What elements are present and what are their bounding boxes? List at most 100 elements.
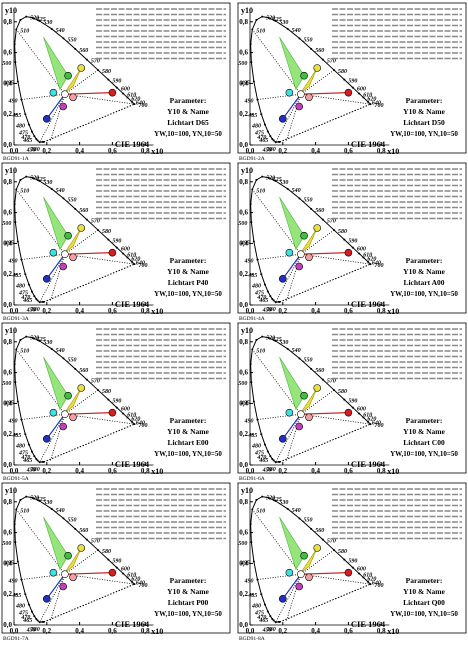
y-tick-label: 0,8 <box>239 18 248 26</box>
purple-line <box>279 583 371 623</box>
purple-line <box>279 263 371 303</box>
panel-frame <box>237 2 467 154</box>
locus-dot <box>20 578 23 581</box>
color-marker <box>300 551 308 560</box>
x-tick-label: 0,8 <box>141 147 150 155</box>
x-tick-label: 0,8 <box>377 307 386 315</box>
wavelength-label: 620 <box>367 257 376 263</box>
x-tick-label: 0,2 <box>278 147 287 155</box>
wavelength-label: 495 <box>240 80 250 86</box>
wavelength-label: 510 <box>256 508 265 514</box>
locus-dot <box>13 363 16 366</box>
color-marker <box>108 568 117 577</box>
locus-dot <box>27 283 30 286</box>
color-marker <box>313 64 322 72</box>
wavelength-label: 520 <box>30 16 39 22</box>
color-marker <box>278 435 287 443</box>
color-marker <box>59 582 68 591</box>
locus-dot <box>62 517 65 520</box>
locus-dot <box>36 459 39 462</box>
wavelength-label: 510 <box>20 348 29 354</box>
locus-dot <box>260 273 263 276</box>
x-tick-label: 0,0 <box>246 467 255 475</box>
locus-dot <box>310 47 313 50</box>
param-name: Y10 & Name <box>167 587 209 596</box>
locus-dot <box>126 96 129 99</box>
color-marker <box>297 570 305 578</box>
locus-dot <box>30 130 33 133</box>
wavelength-label: 530 <box>43 500 52 506</box>
wavelength-label: 470 <box>256 295 266 301</box>
locus-dot <box>130 580 133 583</box>
x-tick-label: 0,8 <box>377 627 386 635</box>
y-tick-label: 0,4 <box>3 239 12 247</box>
color-marker <box>285 568 294 577</box>
locus-dot <box>261 495 264 498</box>
locus-dot <box>310 367 313 370</box>
locus-dot <box>249 203 252 206</box>
x-tick-label: 0,2 <box>278 467 287 475</box>
wavelength-label: 525 <box>37 497 46 503</box>
blue-line <box>282 413 302 440</box>
wavelength-label: 530 <box>43 180 52 186</box>
wavelength-label: 485 <box>247 273 257 279</box>
locus-dot <box>16 240 19 243</box>
color-marker <box>344 248 353 257</box>
locus-dot <box>274 621 277 624</box>
y-tick-label: 0,2 <box>3 110 12 118</box>
color-marker <box>344 408 353 417</box>
color-marker <box>313 224 322 232</box>
ray <box>21 573 65 580</box>
wavelength-label: 475 <box>18 131 28 137</box>
locus-dot <box>24 273 27 276</box>
wavelength-label: 620 <box>131 577 140 583</box>
locus-dot <box>122 92 125 95</box>
param-title: Parameter: <box>170 416 207 425</box>
x-tick-label: 0,6 <box>344 467 353 475</box>
locus-dot <box>310 527 313 530</box>
ray <box>49 414 66 463</box>
normalization: YW,10=100, YN,10=50 <box>154 450 222 458</box>
wavelength-label: 530 <box>279 180 288 186</box>
locus-dot <box>362 416 365 419</box>
wavelength-label: 490 <box>7 579 17 585</box>
color-marker <box>108 408 117 417</box>
wavelength-label: 480 <box>15 284 25 290</box>
wavelength-label: 450 <box>26 147 36 153</box>
wavelength-label: 495 <box>240 240 250 246</box>
illuminant: Lichtart A00 <box>403 278 444 287</box>
wavelength-label: 495 <box>4 80 14 86</box>
locus-dot <box>24 433 27 436</box>
locus-dot <box>41 140 44 143</box>
wavelength-label: 570 <box>91 219 100 225</box>
color-marker <box>300 231 308 240</box>
locus-dot <box>261 15 264 18</box>
wavelength-label: 495 <box>240 560 250 566</box>
color-marker <box>295 102 304 111</box>
locus-dot <box>286 27 289 30</box>
yellow-triangle <box>300 387 318 413</box>
normalization: YW,10=100, YN,10=50 <box>390 450 458 458</box>
wavelength-label: 550 <box>67 37 76 43</box>
x-tick-label: 0,4 <box>75 147 84 155</box>
wavelength-label: 510 <box>256 188 265 194</box>
wavelength-label: 530 <box>43 20 52 26</box>
wavelength-label: 485 <box>11 273 21 279</box>
locus-dot <box>13 523 16 526</box>
x-tick-label: 0,0 <box>10 627 19 635</box>
wavelength-label: 450 <box>262 147 272 153</box>
ray <box>300 389 335 415</box>
locus-dot <box>269 295 272 298</box>
locus-dot <box>62 37 65 40</box>
locus-dot <box>130 260 133 263</box>
ray <box>300 253 371 265</box>
wavelength-label: 475 <box>254 131 264 137</box>
param-title: Parameter: <box>406 576 443 585</box>
wavelength-label: 530 <box>279 20 288 26</box>
locus-dot <box>252 560 255 563</box>
ray <box>15 189 66 255</box>
locus-dot <box>255 178 258 181</box>
y-tick-label: 0,6 <box>3 49 12 57</box>
locus-dot <box>321 58 324 61</box>
locus-dot <box>366 260 369 263</box>
